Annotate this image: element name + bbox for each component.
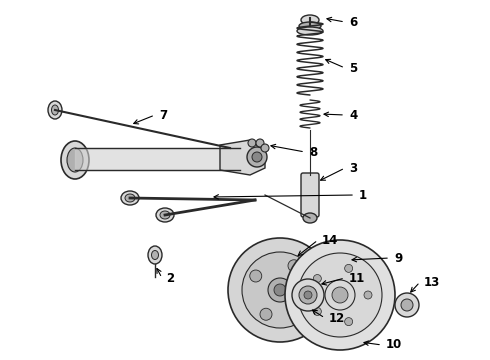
Text: 10: 10 <box>386 338 402 351</box>
Text: 2: 2 <box>166 271 174 284</box>
Circle shape <box>256 139 264 147</box>
Ellipse shape <box>61 141 89 179</box>
Text: 5: 5 <box>349 62 357 75</box>
Text: 4: 4 <box>349 108 357 122</box>
Text: 14: 14 <box>322 234 339 247</box>
Ellipse shape <box>297 27 323 35</box>
Ellipse shape <box>160 211 170 219</box>
Text: 3: 3 <box>349 162 357 175</box>
Circle shape <box>344 318 353 326</box>
Circle shape <box>395 293 419 317</box>
Text: 12: 12 <box>329 311 345 324</box>
Text: 1: 1 <box>359 189 367 202</box>
Ellipse shape <box>148 246 162 264</box>
Circle shape <box>364 291 372 299</box>
Ellipse shape <box>301 15 319 25</box>
Ellipse shape <box>121 191 139 205</box>
Ellipse shape <box>156 208 174 222</box>
Text: 9: 9 <box>394 252 402 265</box>
Ellipse shape <box>125 194 135 202</box>
Circle shape <box>292 279 324 311</box>
Ellipse shape <box>67 148 83 172</box>
Circle shape <box>313 307 321 315</box>
Circle shape <box>261 144 269 152</box>
Circle shape <box>313 275 321 283</box>
Circle shape <box>298 298 310 310</box>
Text: 8: 8 <box>309 145 317 158</box>
Circle shape <box>274 284 286 296</box>
FancyBboxPatch shape <box>301 173 319 217</box>
Circle shape <box>344 264 353 273</box>
Polygon shape <box>220 140 265 175</box>
Circle shape <box>285 240 395 350</box>
Circle shape <box>247 147 267 167</box>
Circle shape <box>401 299 413 311</box>
Circle shape <box>250 270 262 282</box>
Circle shape <box>332 287 348 303</box>
Circle shape <box>325 280 355 310</box>
Text: 6: 6 <box>349 15 357 28</box>
Circle shape <box>299 286 317 304</box>
Ellipse shape <box>303 213 317 223</box>
Circle shape <box>252 152 262 162</box>
Ellipse shape <box>151 251 158 260</box>
Circle shape <box>298 253 382 337</box>
Text: 11: 11 <box>349 271 365 284</box>
Ellipse shape <box>51 105 58 115</box>
Circle shape <box>260 308 272 320</box>
Circle shape <box>248 139 256 147</box>
Circle shape <box>304 291 312 299</box>
Text: 13: 13 <box>424 275 440 288</box>
Ellipse shape <box>299 22 321 30</box>
Ellipse shape <box>48 101 62 119</box>
Text: 7: 7 <box>159 108 167 122</box>
Circle shape <box>228 238 332 342</box>
Circle shape <box>268 278 292 302</box>
Circle shape <box>288 260 300 272</box>
Circle shape <box>242 252 318 328</box>
